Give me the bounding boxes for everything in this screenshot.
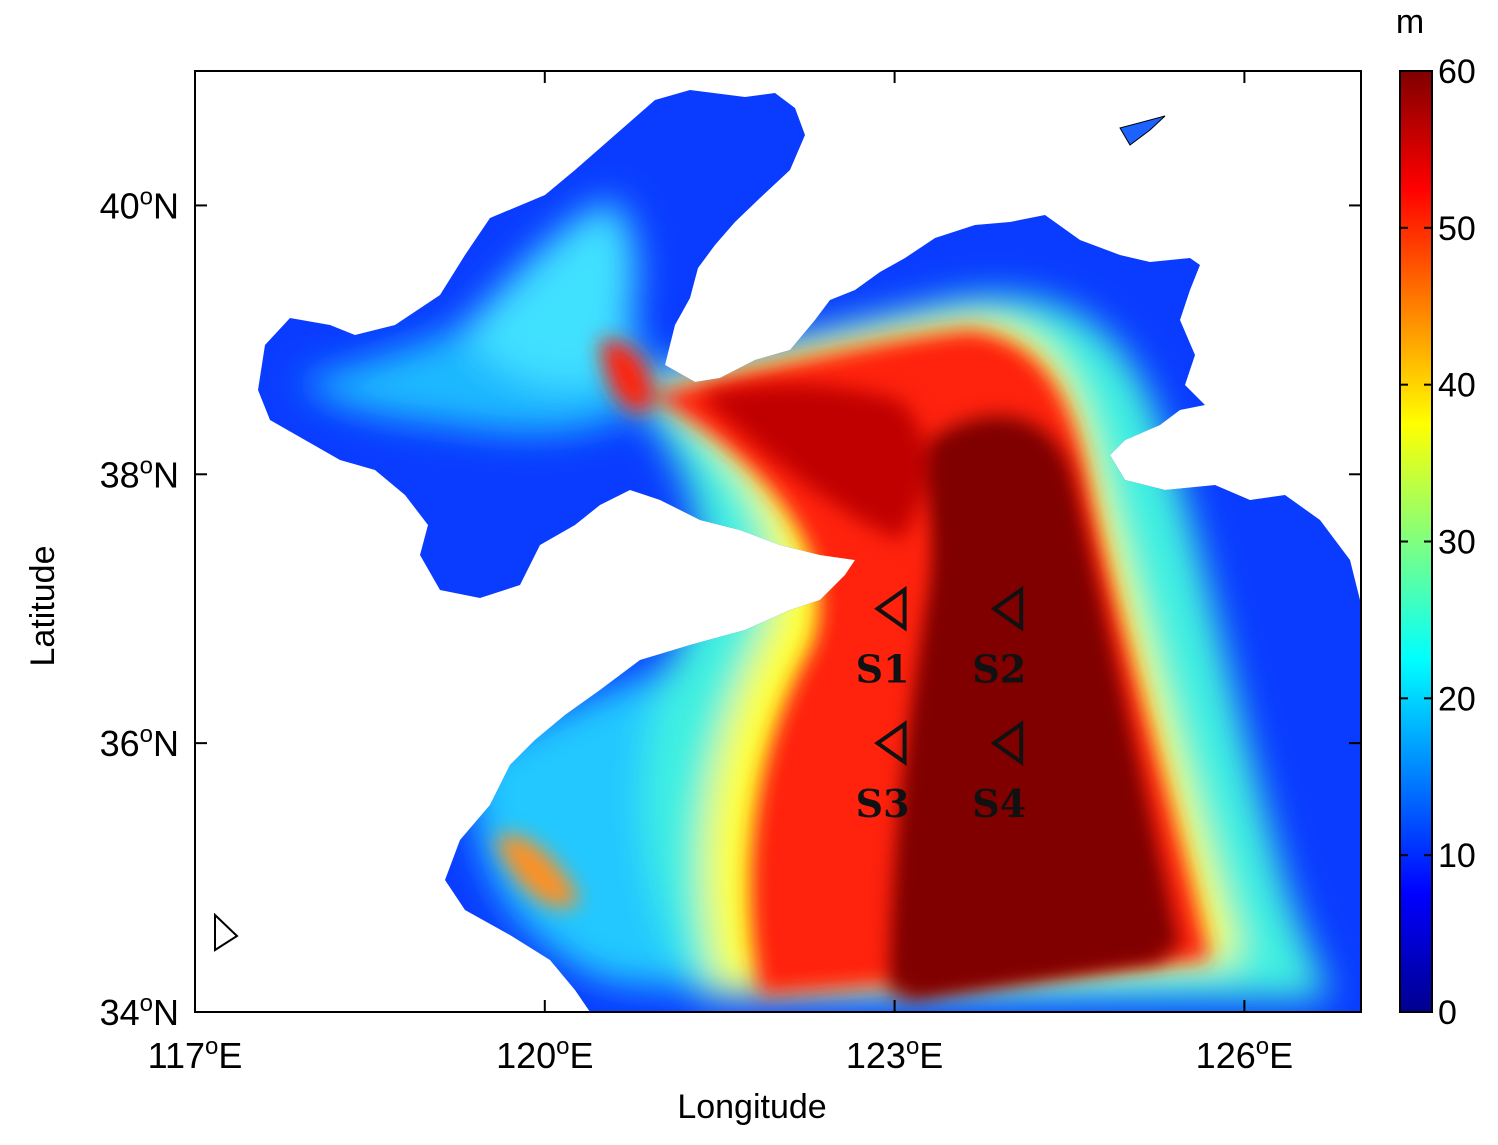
station-label: S4 xyxy=(972,781,1026,826)
y-tick-label: 38oN xyxy=(100,452,179,495)
colorbar-tick-label: 60 xyxy=(1438,53,1476,91)
y-axis-title: Latitude xyxy=(24,546,62,667)
y-tick-label: 36oN xyxy=(100,721,179,764)
station-marker xyxy=(874,585,907,632)
station-label: S2 xyxy=(972,647,1026,692)
colorbar-tick-label: 40 xyxy=(1438,367,1476,405)
x-tick-label: 117oE xyxy=(148,1033,243,1076)
station-marker xyxy=(990,585,1024,632)
colorbar-tick-label: 10 xyxy=(1438,837,1476,875)
y-tick-label: 34oN xyxy=(100,990,179,1033)
station-label: S1 xyxy=(856,647,910,692)
station-marker xyxy=(990,720,1024,766)
colorbar-tick-label: 0 xyxy=(1438,994,1457,1032)
colorbar-tick-label: 20 xyxy=(1438,680,1476,718)
x-axis: 117oE 120oE 123oE 126oE xyxy=(148,71,1293,1076)
x-tick-label: 123oE xyxy=(846,1033,943,1076)
station-label: S3 xyxy=(856,781,910,826)
station-markers: S1 S2 S3 S4 xyxy=(856,585,1026,826)
x-axis-title: Longitude xyxy=(677,1088,826,1126)
colorbar-tick-label: 30 xyxy=(1438,524,1476,562)
plot-frame xyxy=(194,70,1362,1013)
y-axis: 34oN 36oN 38oN 40oN xyxy=(100,183,1361,1033)
colorbar: m 0 10 20 30 40 50 60 xyxy=(1396,3,1476,1032)
x-tick-label: 120oE xyxy=(496,1033,593,1076)
x-tick-label: 126oE xyxy=(1196,1033,1293,1076)
colorbar-unit: m xyxy=(1396,3,1424,41)
colorbar-ticks: 0 10 20 30 40 50 60 xyxy=(1400,53,1476,1032)
y-tick-label: 40oN xyxy=(100,183,179,226)
station-marker xyxy=(874,720,907,766)
colorbar-tick-label: 50 xyxy=(1438,210,1476,248)
